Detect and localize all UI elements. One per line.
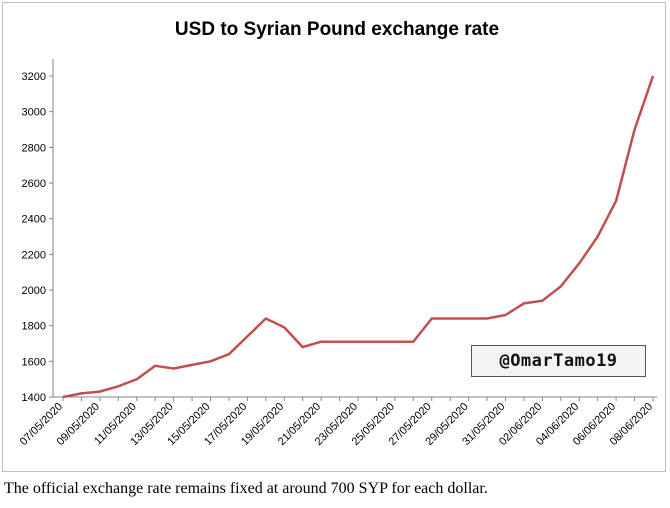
y-tick-label: 2200 bbox=[22, 249, 46, 261]
series-line bbox=[62, 75, 655, 399]
chart-title: USD to Syrian Pound exchange rate bbox=[175, 19, 499, 40]
x-axis-ticks: 07/05/202009/05/202011/05/202013/05/2020… bbox=[18, 397, 655, 448]
y-tick-label: 1600 bbox=[22, 356, 46, 368]
y-tick-label: 2000 bbox=[22, 285, 46, 297]
y-tick-label: 3000 bbox=[22, 107, 46, 119]
y-tick-label: 2400 bbox=[22, 214, 46, 226]
caption: The official exchange rate remains fixed… bbox=[4, 480, 488, 497]
y-axis-ticks: 1400 1600 1800 2000 2200 2400 2600 2800 3000 3200 bbox=[22, 71, 53, 404]
y-tick-label: 2600 bbox=[22, 178, 46, 190]
y-tick-label: 2800 bbox=[22, 142, 46, 154]
y-tick-label: 1800 bbox=[22, 321, 46, 333]
series-group bbox=[62, 75, 655, 399]
y-tick-label: 1400 bbox=[22, 392, 46, 404]
line-chart: USD to Syrian Pound exchange rate 1400 16… bbox=[18, 19, 657, 448]
y-tick-label: 3200 bbox=[22, 71, 46, 83]
chart-frame: USD to Syrian Pound exchange rate 1400 16… bbox=[2, 2, 666, 472]
watermark-stamp: @OmarTamo19 bbox=[471, 345, 646, 377]
